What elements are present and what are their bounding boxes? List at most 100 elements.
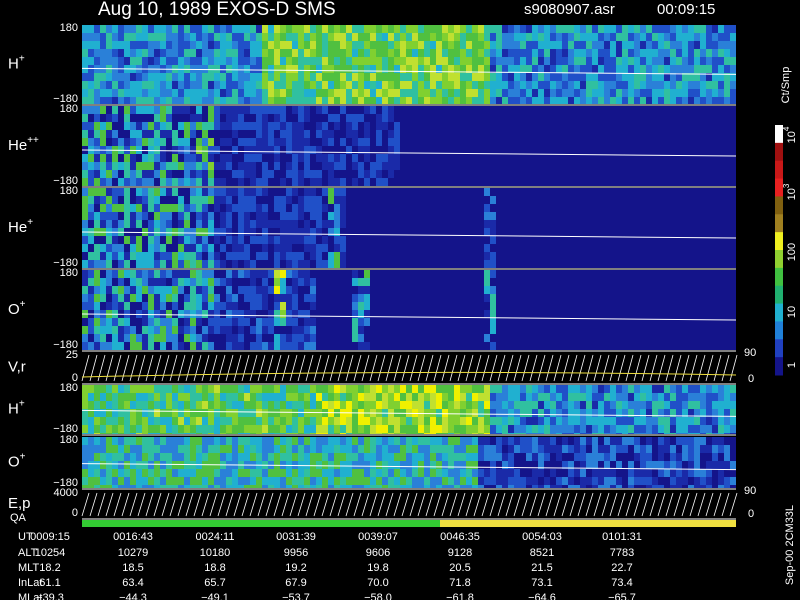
spectrogram-cell (724, 154, 730, 162)
spectrogram-cell (646, 41, 652, 49)
spectrogram-cell (700, 228, 706, 236)
spectrogram-cell (556, 170, 562, 178)
spectrogram-cell (334, 286, 340, 294)
spectrogram-cell (406, 138, 412, 146)
spectrogram-cell (580, 65, 586, 73)
spectrogram-cell (502, 178, 508, 186)
spectrogram-cell (514, 342, 520, 350)
spectrogram-cell (316, 188, 322, 196)
spectrogram-cell (196, 385, 202, 393)
spectrogram-cell (280, 97, 286, 104)
spectrogram-cell (352, 130, 358, 138)
spectrogram-cell (220, 385, 226, 393)
spectrogram-cell (322, 393, 328, 401)
spectrogram-cell (544, 130, 550, 138)
spectrogram-cell (328, 122, 334, 130)
spectrogram-cell (382, 73, 388, 81)
spectrogram-cell (436, 178, 442, 186)
spectrogram-cell (208, 146, 214, 154)
spectrogram-cell (400, 162, 406, 170)
spectrogram-cell (388, 260, 394, 268)
spectrogram-cell (376, 252, 382, 260)
spectrogram-cell (580, 57, 586, 65)
spectrogram-cell (112, 318, 118, 326)
spectrogram-cell (280, 33, 286, 41)
spectrogram-cell (670, 65, 676, 73)
spectrogram-cell (442, 138, 448, 146)
spectrogram-cell (496, 212, 502, 220)
spectrogram-cell (580, 49, 586, 57)
spectrogram-cell (568, 220, 574, 228)
spectrogram-cell (580, 154, 586, 162)
spectrogram-cell (178, 318, 184, 326)
spectrogram-cell (166, 97, 172, 104)
spectrogram-cell (676, 89, 682, 97)
spectrogram-cell (694, 244, 700, 252)
spectrogram-cell (586, 204, 592, 212)
spectrogram-cell (568, 65, 574, 73)
spectrogram-cell (82, 188, 88, 196)
spectrogram-cell (94, 318, 100, 326)
spectrogram-cell (622, 236, 628, 244)
spectrogram-cell (508, 318, 514, 326)
spectrogram-cell (706, 57, 712, 65)
spectrogram-cell (226, 244, 232, 252)
spectrogram-cell (616, 342, 622, 350)
spectrogram-cell (220, 122, 226, 130)
spectrogram-cell (316, 286, 322, 294)
spectrogram-cell (448, 106, 454, 114)
spectrogram-cell (490, 97, 496, 104)
spectrogram-cell (184, 97, 190, 104)
spectrogram-cell (394, 286, 400, 294)
spectrogram-cell (544, 409, 550, 417)
spectrogram-cell (460, 162, 466, 170)
spectrogram-cell (706, 260, 712, 268)
spectrogram-cell (448, 417, 454, 425)
spectrogram-cell (700, 212, 706, 220)
spectrogram-cell (586, 65, 592, 73)
spectrogram-cell (550, 433, 556, 434)
spectrogram-cell (424, 57, 430, 65)
spectrogram-cell (592, 409, 598, 417)
spectrogram-cell (154, 41, 160, 49)
spectrogram-cell (706, 138, 712, 146)
spectrogram-cell (298, 220, 304, 228)
spectrogram-cell (682, 318, 688, 326)
spectrogram-cell (382, 433, 388, 434)
spectrogram-cell (484, 433, 490, 434)
spectrogram-cell (544, 334, 550, 342)
spectrogram-cell (604, 97, 610, 104)
spectrogram-cell (586, 25, 592, 33)
spectrogram-cell (130, 106, 136, 114)
spectrogram-cell (466, 286, 472, 294)
spectrogram-cell (286, 286, 292, 294)
spectrogram-cell (412, 334, 418, 342)
spectrogram-cell (274, 73, 280, 81)
spectrogram-cell (190, 228, 196, 236)
spectrogram-cell (514, 130, 520, 138)
spectrogram-cell (574, 122, 580, 130)
spectrogram-cell (634, 41, 640, 49)
spectrogram-cell (112, 188, 118, 196)
spectrogram-cell (160, 425, 166, 433)
spectrogram-cell (244, 302, 250, 310)
spectrogram-cell (454, 41, 460, 49)
spectrogram-cell (592, 188, 598, 196)
spectrogram-cell (418, 342, 424, 350)
spectrogram-cell (262, 278, 268, 286)
spectrogram-cell (184, 326, 190, 334)
spectrogram-cell (136, 41, 142, 49)
spectrogram-cell (406, 385, 412, 393)
spectrogram-cell (712, 65, 718, 73)
spectrogram-cell (424, 81, 430, 89)
spectrogram-cell (238, 236, 244, 244)
spectrogram-cell (208, 33, 214, 41)
spectrogram-cell (94, 417, 100, 425)
spectrogram-cell (322, 417, 328, 425)
spectrogram-cell (250, 236, 256, 244)
spectrogram-cell (106, 236, 112, 244)
spectrogram-cell (460, 393, 466, 401)
spectrogram-cell (274, 212, 280, 220)
spectrogram-cell (508, 236, 514, 244)
spectrogram-cell (490, 417, 496, 425)
